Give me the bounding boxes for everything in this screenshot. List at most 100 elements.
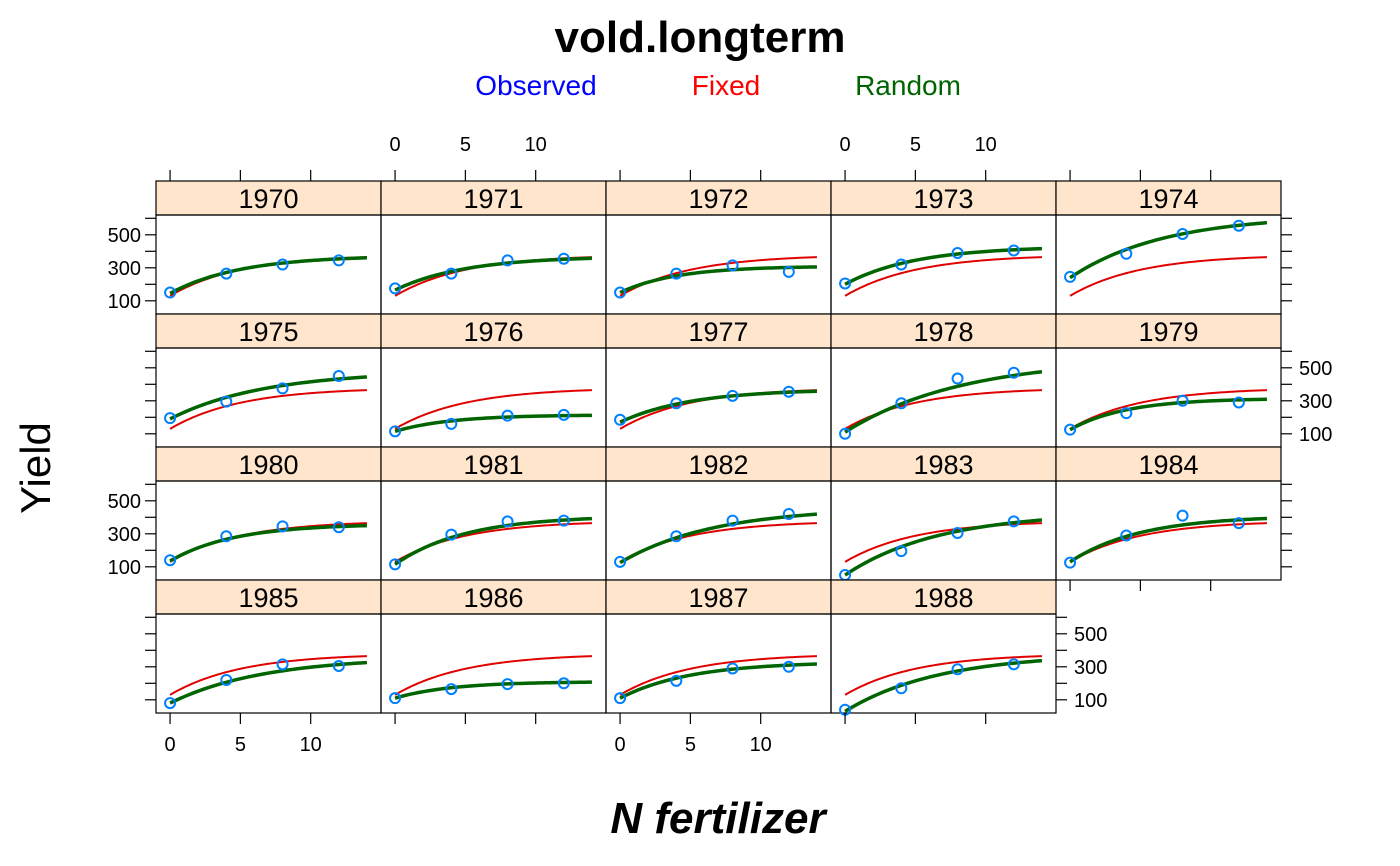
- random-line-1978: [844, 370, 1043, 434]
- observed-point-1972-1: [670, 267, 683, 280]
- strip-1980: [155, 446, 382, 482]
- x-tick-label: 10: [750, 734, 772, 756]
- strip-1970: [155, 180, 382, 216]
- fixed-line-1985: [169, 655, 367, 696]
- observed-point-1971-2: [501, 254, 514, 267]
- fixed-line-1988: [844, 655, 1042, 696]
- observed-point-1974-2: [1176, 227, 1189, 240]
- observed-point-1988-2: [951, 663, 964, 676]
- observed-point-1984-0: [1064, 556, 1077, 569]
- x-tick-label: 10: [975, 134, 997, 156]
- panel-1979: 1979: [1055, 313, 1282, 448]
- fixed-line-1975: [169, 389, 367, 430]
- observed-point-1980-3: [332, 521, 345, 534]
- observed-point-1986-0: [389, 692, 402, 705]
- observed-point-1976-1: [445, 417, 458, 430]
- strip-label-1977: 1977: [688, 317, 748, 347]
- y-tick-label: 100: [1074, 690, 1107, 712]
- observed-point-1975-1: [220, 395, 233, 408]
- panel-1973: 1973: [830, 180, 1057, 315]
- y-tick-label: 300: [108, 258, 141, 280]
- observed-point-1986-1: [445, 683, 458, 696]
- observed-point-1978-1: [895, 397, 908, 410]
- observed-point-1980-2: [276, 520, 289, 533]
- observed-point-1973-2: [951, 246, 964, 259]
- x-tick-label: 0: [390, 134, 401, 156]
- observed-point-1974-3: [1232, 219, 1245, 232]
- fixed-line-1986: [394, 655, 592, 696]
- strip-1979: [1055, 313, 1282, 349]
- y-tick-label: 500: [108, 491, 141, 513]
- strip-label-1974: 1974: [1138, 184, 1198, 214]
- panel-1978: 1978: [830, 313, 1057, 448]
- observed-point-1973-0: [839, 277, 852, 290]
- strip-1984: [1055, 446, 1282, 482]
- strip-label-1985: 1985: [238, 583, 298, 613]
- observed-point-1973-1: [895, 258, 908, 271]
- observed-point-1985-2: [276, 658, 289, 671]
- observed-point-1975-3: [332, 370, 345, 383]
- observed-point-1981-1: [445, 528, 458, 541]
- random-line-1973: [844, 246, 1042, 286]
- panel-1971: 1971: [380, 180, 607, 315]
- fixed-line-1973: [844, 256, 1042, 297]
- strip-label-1986: 1986: [463, 583, 523, 613]
- observed-point-1971-3: [557, 252, 570, 265]
- fixed-line-1978: [844, 389, 1042, 430]
- observed-point-1977-2: [726, 389, 739, 402]
- observed-point-1970-0: [164, 286, 177, 299]
- observed-point-1970-3: [332, 254, 345, 267]
- fixed-line-1980: [169, 522, 367, 563]
- panel-1985: 1985: [155, 579, 382, 714]
- observed-point-1975-2: [276, 382, 289, 395]
- strip-1986: [380, 579, 607, 615]
- fixed-line-1979: [1069, 389, 1267, 430]
- fixed-line-1974: [1069, 256, 1267, 297]
- panel-1970: 1970: [155, 180, 382, 315]
- random-line-1985: [169, 660, 368, 705]
- y-tick-label: 500: [108, 225, 141, 247]
- observed-point-1987-1: [670, 674, 683, 687]
- observed-point-1979-1: [1120, 407, 1133, 420]
- fixed-line-1987: [619, 655, 817, 696]
- observed-point-1981-0: [389, 558, 402, 571]
- observed-point-1977-0: [614, 413, 627, 426]
- x-tick-label: 5: [685, 734, 696, 756]
- random-line-1970: [169, 255, 367, 295]
- strip-label-1983: 1983: [913, 450, 973, 480]
- observed-point-1984-3: [1232, 517, 1245, 530]
- strip-1972: [605, 180, 832, 216]
- fixed-line-1970: [169, 256, 367, 297]
- observed-point-1973-3: [1007, 244, 1020, 257]
- strip-label-1987: 1987: [688, 583, 748, 613]
- strip-label-1976: 1976: [463, 317, 523, 347]
- x-tick-label: 5: [460, 134, 471, 156]
- legend-entry-observed: Observed: [475, 70, 596, 101]
- strip-label-1970: 1970: [238, 184, 298, 214]
- panel-1981: 1981: [380, 446, 607, 581]
- chart-title: vold.longterm: [555, 13, 846, 62]
- strip-1973: [830, 180, 1057, 216]
- strip-1975: [155, 313, 382, 349]
- observed-point-1970-1: [220, 267, 233, 280]
- fixed-line-1983: [844, 522, 1042, 563]
- axes-layer: 0 5 10 0 5 100 5 10 0 5 10100300500100300500100300…: [108, 134, 1333, 756]
- observed-point-1977-3: [782, 385, 795, 398]
- x-tick-label: 5: [910, 134, 921, 156]
- strip-1977: [605, 313, 832, 349]
- y-tick-label: 100: [1299, 424, 1332, 446]
- plot-box-1984: [1055, 480, 1282, 581]
- observed-point-1981-2: [501, 515, 514, 528]
- observed-point-1982-1: [670, 530, 683, 543]
- observed-point-1979-0: [1064, 423, 1077, 436]
- x-tick-label: 5: [235, 734, 246, 756]
- plot-box-1988: [830, 613, 1057, 714]
- observed-point-1978-2: [951, 372, 964, 385]
- observed-point-1988-1: [895, 682, 908, 695]
- strip-1988: [830, 579, 1057, 615]
- observed-point-1971-1: [445, 267, 458, 280]
- y-tick-label: 300: [1074, 657, 1107, 679]
- strip-label-1978: 1978: [913, 317, 973, 347]
- observed-point-1976-3: [557, 408, 570, 421]
